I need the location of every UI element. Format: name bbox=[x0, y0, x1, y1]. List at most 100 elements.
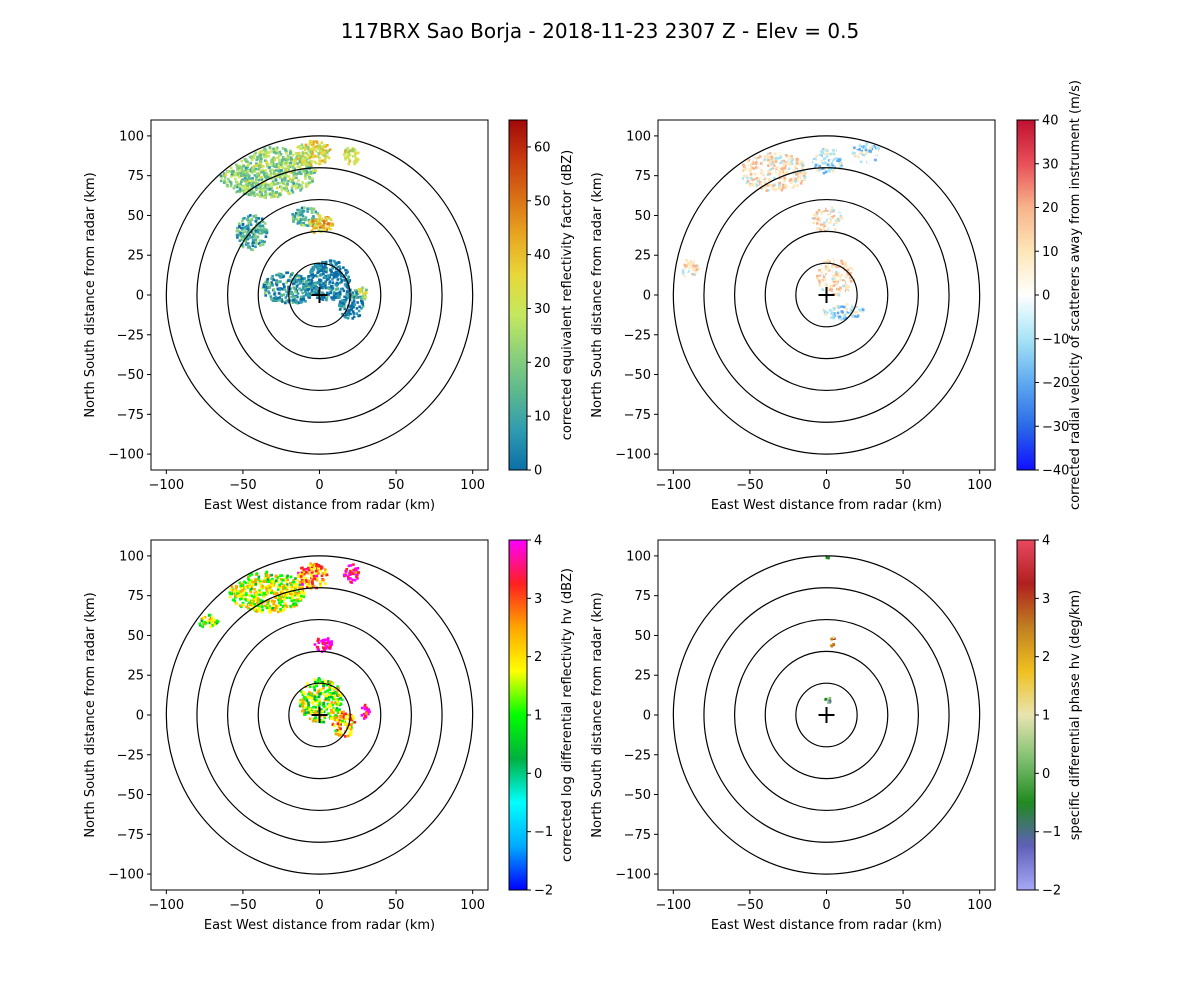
echo-pixel bbox=[288, 581, 292, 585]
echo-pixel bbox=[347, 151, 350, 155]
echo-pixel bbox=[775, 163, 778, 166]
echo-pixel bbox=[352, 293, 355, 297]
echo-pixel bbox=[328, 705, 331, 709]
echo-pixel bbox=[822, 171, 826, 175]
echo-pixel bbox=[821, 148, 825, 152]
echo-pixel bbox=[334, 729, 337, 733]
echo-pixel bbox=[301, 152, 305, 155]
echo-pixel bbox=[854, 151, 858, 155]
echo-pixel bbox=[350, 718, 354, 722]
echo-pixel bbox=[760, 172, 763, 175]
echo-pixel bbox=[296, 214, 300, 217]
echo-pixel bbox=[224, 173, 228, 176]
echo-pixel bbox=[835, 309, 839, 313]
echo-pixel bbox=[310, 573, 313, 577]
echo-pixel bbox=[208, 621, 212, 625]
echo-pixel bbox=[270, 150, 273, 153]
echo-pixel bbox=[273, 291, 277, 295]
echo-pixel bbox=[250, 587, 253, 590]
echo-pixel bbox=[312, 155, 315, 159]
echo-pixel bbox=[353, 150, 356, 153]
echo-pixel bbox=[329, 227, 332, 231]
echo-pixel bbox=[832, 314, 835, 317]
echo-pixel bbox=[346, 734, 350, 738]
echo-pixel bbox=[267, 285, 270, 289]
echo-pixel bbox=[264, 593, 268, 596]
echo-pixel bbox=[248, 574, 252, 577]
echo-pixel bbox=[250, 180, 253, 184]
echo-pixel bbox=[873, 152, 876, 156]
echo-pixel bbox=[743, 168, 747, 172]
echo-pixel bbox=[253, 241, 256, 244]
echo-pixel bbox=[265, 151, 268, 154]
echo-pixel bbox=[777, 167, 781, 171]
echo-pixel bbox=[745, 176, 749, 180]
echo-pixel bbox=[349, 580, 352, 584]
y-axis-label: North South distance from radar (km) bbox=[83, 172, 98, 417]
colorbar-tick-label: −1 bbox=[1042, 825, 1061, 840]
echo-pixel bbox=[815, 211, 819, 214]
y-tick-label: 75 bbox=[634, 169, 651, 184]
echo-pixel bbox=[253, 608, 257, 611]
echo-pixel bbox=[248, 601, 251, 604]
echo-pixel bbox=[835, 152, 839, 156]
echo-pixel bbox=[200, 619, 204, 623]
echo-pixel bbox=[277, 169, 280, 173]
echo-pixel bbox=[353, 578, 357, 582]
echo-pixel bbox=[363, 294, 367, 297]
echo-pixel bbox=[304, 177, 307, 180]
echo-pixel bbox=[268, 292, 271, 295]
echo-pixel bbox=[305, 571, 308, 574]
echo-pixel bbox=[300, 590, 303, 594]
echo-pixel bbox=[335, 718, 339, 721]
echo-pixel bbox=[235, 185, 239, 189]
echo-pixel bbox=[769, 160, 772, 163]
echo-pixel bbox=[344, 574, 348, 577]
echo-pixel bbox=[317, 566, 320, 570]
echo-pixel bbox=[760, 166, 763, 170]
echo-pixel bbox=[300, 212, 304, 216]
echo-pixel bbox=[282, 587, 285, 591]
echo-pixel bbox=[310, 292, 314, 296]
echo-pixel bbox=[688, 266, 691, 270]
radar-panel-3: −100 −50 0 50 1001007550250−25−50−75−100East… bbox=[83, 534, 575, 934]
echo-pixel bbox=[293, 162, 297, 166]
echo-pixel bbox=[275, 574, 278, 578]
echo-pixel bbox=[297, 276, 301, 279]
echo-pixel bbox=[346, 155, 349, 159]
echo-pixel bbox=[799, 182, 803, 185]
echo-pixel bbox=[279, 175, 282, 178]
echo-pixel bbox=[273, 590, 277, 594]
echo-pixel bbox=[321, 286, 325, 290]
echo-pixel bbox=[329, 268, 333, 272]
echo-pixel bbox=[247, 225, 250, 228]
echo-pixel bbox=[287, 156, 291, 159]
echo-pixel bbox=[352, 297, 356, 301]
echo-pixel bbox=[259, 160, 263, 163]
echo-pixel bbox=[820, 271, 823, 274]
echo-pixel bbox=[286, 279, 290, 282]
echo-pixel bbox=[833, 312, 836, 315]
echo-pixel bbox=[273, 158, 277, 162]
echo-pixel bbox=[833, 170, 837, 174]
echo-pixel bbox=[352, 300, 356, 303]
echo-pixel bbox=[835, 265, 838, 268]
y-tick-label: 50 bbox=[127, 629, 144, 644]
echo-pixel bbox=[874, 158, 877, 162]
echo-pixel bbox=[741, 165, 744, 168]
echo-pixel bbox=[316, 296, 319, 299]
echo-pixel bbox=[355, 293, 358, 297]
echo-pixel bbox=[787, 167, 791, 171]
echo-pixel bbox=[830, 258, 834, 262]
colorbar-tick-label: −30 bbox=[1042, 420, 1069, 435]
echo-pixel bbox=[841, 290, 844, 294]
echo-pixel bbox=[815, 214, 818, 217]
echo-pixel bbox=[314, 210, 318, 214]
echo-pixel bbox=[356, 292, 360, 296]
echo-pixel bbox=[325, 646, 328, 649]
echo-pixel bbox=[251, 167, 255, 170]
echo-pixel bbox=[319, 217, 322, 221]
echo-pixel bbox=[781, 167, 784, 170]
echo-pixel bbox=[832, 217, 835, 221]
echo-pixel bbox=[693, 262, 697, 266]
